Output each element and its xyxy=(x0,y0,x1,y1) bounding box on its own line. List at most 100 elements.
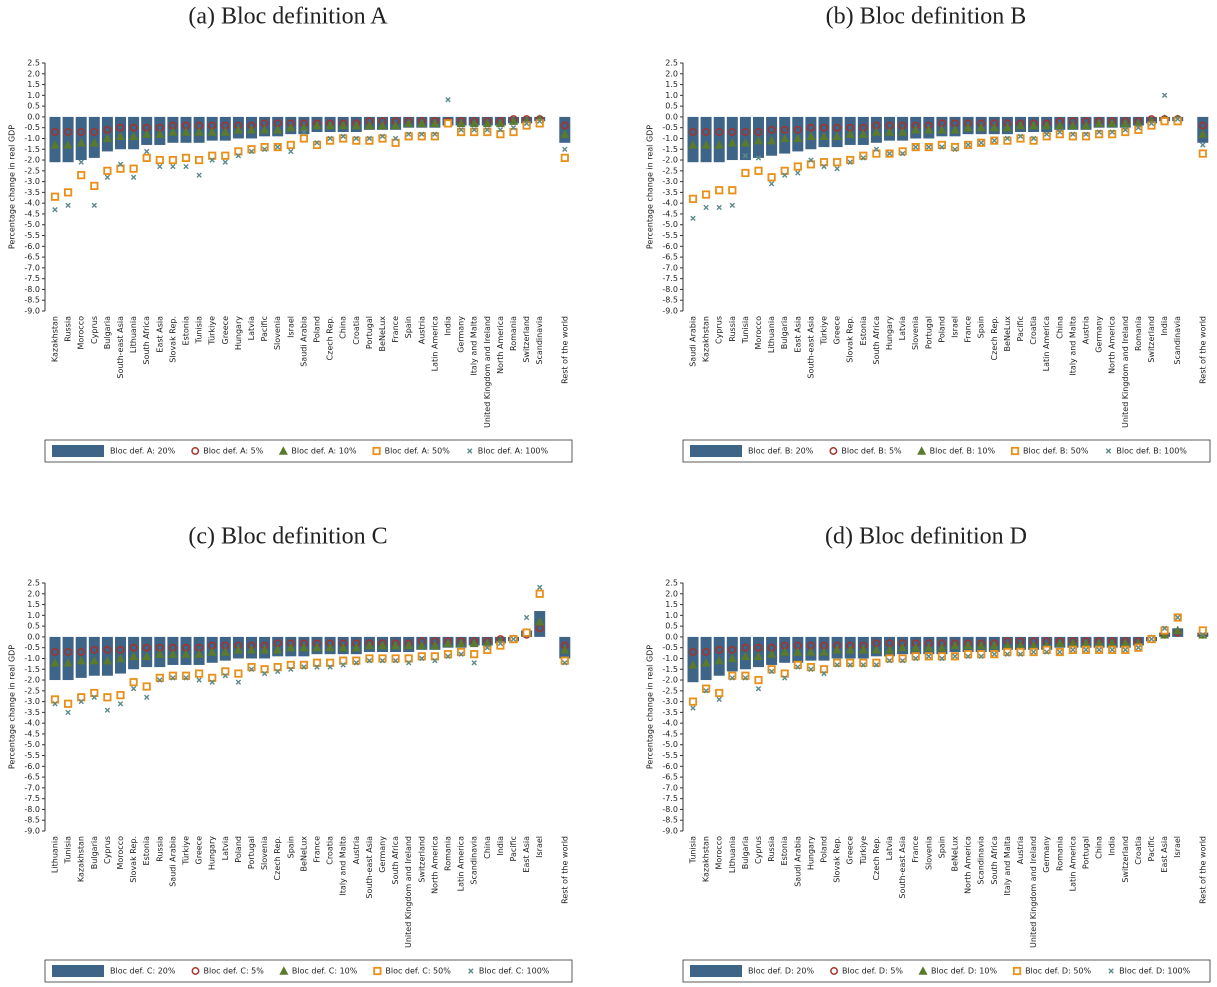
marker xyxy=(950,125,960,134)
marker xyxy=(926,653,932,660)
x-tick-label: Cyprus xyxy=(103,836,112,864)
marker xyxy=(155,649,165,658)
y-tick-label: -3.5 xyxy=(24,188,40,197)
marker xyxy=(753,651,764,661)
marker xyxy=(834,165,840,172)
marker xyxy=(937,642,947,652)
marker xyxy=(456,127,466,137)
marker xyxy=(260,645,270,654)
marker xyxy=(497,640,504,647)
marker xyxy=(469,118,479,128)
x-tick-label: Slovak Rep. xyxy=(846,316,855,363)
marker xyxy=(754,643,763,652)
marker xyxy=(129,643,138,652)
marker xyxy=(690,215,696,221)
x-tick-label: North America xyxy=(964,836,973,894)
marker xyxy=(780,166,789,175)
x-tick-label: Italy and Malta xyxy=(470,316,479,376)
y-tick-label: -3.5 xyxy=(662,188,678,197)
marker xyxy=(950,143,960,152)
x-tick-label: Scandinavia xyxy=(535,316,544,365)
marker xyxy=(1175,116,1181,122)
marker xyxy=(560,121,569,130)
y-tick-label: -1.0 xyxy=(662,134,678,143)
marker xyxy=(90,688,99,698)
marker xyxy=(1044,131,1050,137)
marker xyxy=(222,673,228,679)
marker xyxy=(821,670,827,677)
marker xyxy=(1044,649,1050,655)
x-tick-label: Russia xyxy=(155,836,164,862)
marker xyxy=(964,650,973,659)
marker xyxy=(366,657,373,664)
marker xyxy=(780,647,790,656)
marker xyxy=(312,140,322,150)
y-tick-label: -2.0 xyxy=(662,676,678,685)
y-tick-label: -8.5 xyxy=(24,296,40,305)
x-tick-label: Morocco xyxy=(715,836,724,870)
marker xyxy=(767,649,777,658)
y-tick-label: -0.5 xyxy=(662,643,678,652)
marker xyxy=(1122,647,1128,653)
y-tick-label: 0.0 xyxy=(27,632,40,641)
x-tick-label: Estonia xyxy=(142,836,151,866)
marker xyxy=(117,701,124,707)
marker xyxy=(64,188,73,197)
x-tick-label: India xyxy=(496,836,505,856)
x-tick-label: Greece xyxy=(846,836,855,865)
marker xyxy=(327,664,333,670)
marker xyxy=(806,160,816,169)
marker xyxy=(1134,125,1143,134)
x-tick-label: Latvia xyxy=(221,836,230,860)
y-tick-label: 0.5 xyxy=(27,102,40,111)
marker xyxy=(183,675,189,681)
marker xyxy=(247,663,256,672)
marker xyxy=(703,204,709,211)
marker xyxy=(1004,135,1011,142)
x-tick-label: Portugal xyxy=(1082,836,1091,869)
marker xyxy=(858,129,868,138)
legend-swatch xyxy=(829,447,838,455)
marker xyxy=(471,127,477,133)
marker xyxy=(116,164,125,173)
marker xyxy=(52,701,58,707)
marker xyxy=(430,640,440,650)
y-tick-label: -1.5 xyxy=(24,145,40,154)
marker xyxy=(417,640,427,650)
marker xyxy=(90,181,99,191)
x-tick-label: France xyxy=(313,836,322,863)
marker xyxy=(209,679,215,685)
marker xyxy=(353,660,359,666)
marker xyxy=(430,652,440,661)
marker xyxy=(129,123,138,132)
marker xyxy=(1029,136,1038,145)
marker xyxy=(978,140,984,146)
x-tick-label: Tunisia xyxy=(689,836,698,864)
x-tick-label: North America xyxy=(496,316,505,374)
marker xyxy=(793,133,803,143)
x-tick-label: China xyxy=(1095,836,1104,859)
x-tick-label: Poland xyxy=(234,836,243,863)
bar xyxy=(49,116,61,163)
marker xyxy=(899,657,906,664)
marker xyxy=(754,675,763,685)
marker xyxy=(782,675,788,681)
marker xyxy=(456,647,466,657)
marker xyxy=(142,643,151,652)
marker xyxy=(50,658,60,667)
x-tick-label: Estonia xyxy=(182,316,191,346)
marker xyxy=(314,664,320,670)
y-tick-label: 1.0 xyxy=(665,611,678,620)
legend-label: Bloc def. C: 100% xyxy=(479,967,550,976)
marker xyxy=(976,122,986,132)
y-tick-label: -0.5 xyxy=(24,123,40,132)
marker xyxy=(1081,120,1091,130)
y-tick-label: 0.5 xyxy=(665,102,678,111)
marker xyxy=(365,136,374,145)
chart-title: (a) Bloc definition A xyxy=(188,4,388,30)
marker xyxy=(470,650,479,659)
x-tick-label: Portugal xyxy=(247,836,256,869)
marker xyxy=(845,645,855,654)
y-tick-label: -3.0 xyxy=(24,697,40,706)
x-tick-label: Italy and Malta xyxy=(1003,836,1012,896)
